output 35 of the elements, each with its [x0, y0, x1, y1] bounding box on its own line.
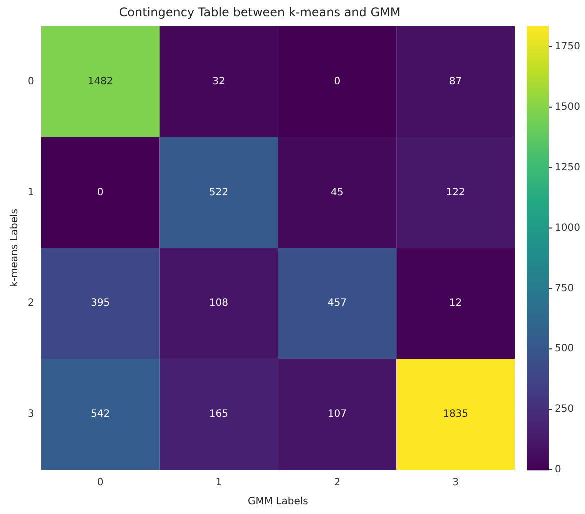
data-label: 457: [328, 298, 347, 310]
x-tick-label: 2: [334, 478, 341, 489]
color-bar-label: 1250: [555, 162, 580, 174]
data-label: 12: [449, 298, 462, 310]
color-bar-label: 1500: [555, 102, 580, 113]
y-tick-label: 2: [28, 298, 34, 310]
x-tick-label: 1: [216, 478, 222, 489]
data-label: 542: [91, 409, 110, 420]
y-tick-label: 1: [28, 187, 34, 198]
data-label: 32: [212, 76, 226, 88]
y-tick-label: 0: [28, 76, 34, 88]
x-tick-label: 0: [97, 478, 104, 489]
data-label: 1482: [88, 76, 114, 88]
color-bar-label: 500: [555, 344, 574, 355]
color-bar-label: 1750: [555, 42, 580, 53]
color-bar-label: 0: [555, 464, 562, 476]
data-label: 165: [209, 409, 229, 420]
data-label: 1835: [443, 409, 469, 420]
y-tick-label: 3: [28, 409, 34, 420]
x-axis-title: GMM Labels: [248, 496, 308, 508]
color-bar-label: 750: [555, 283, 574, 294]
data-label: 122: [446, 187, 466, 198]
data-label: 87: [449, 76, 462, 88]
data-label: 0: [97, 187, 104, 198]
data-label: 45: [331, 187, 344, 198]
data-label: 108: [209, 298, 229, 310]
y-axis-title: k-means Labels: [10, 209, 21, 288]
color-bar-label: 1000: [555, 222, 580, 234]
data-label: 395: [91, 298, 110, 310]
chart-title: Contingency Table between k-means and GMM: [119, 5, 401, 20]
data-label: 107: [328, 409, 347, 420]
data-label: 0: [334, 76, 341, 88]
data-label: 522: [209, 187, 229, 198]
x-tick-label: 3: [452, 478, 459, 489]
color-bar-label: 250: [555, 404, 574, 416]
